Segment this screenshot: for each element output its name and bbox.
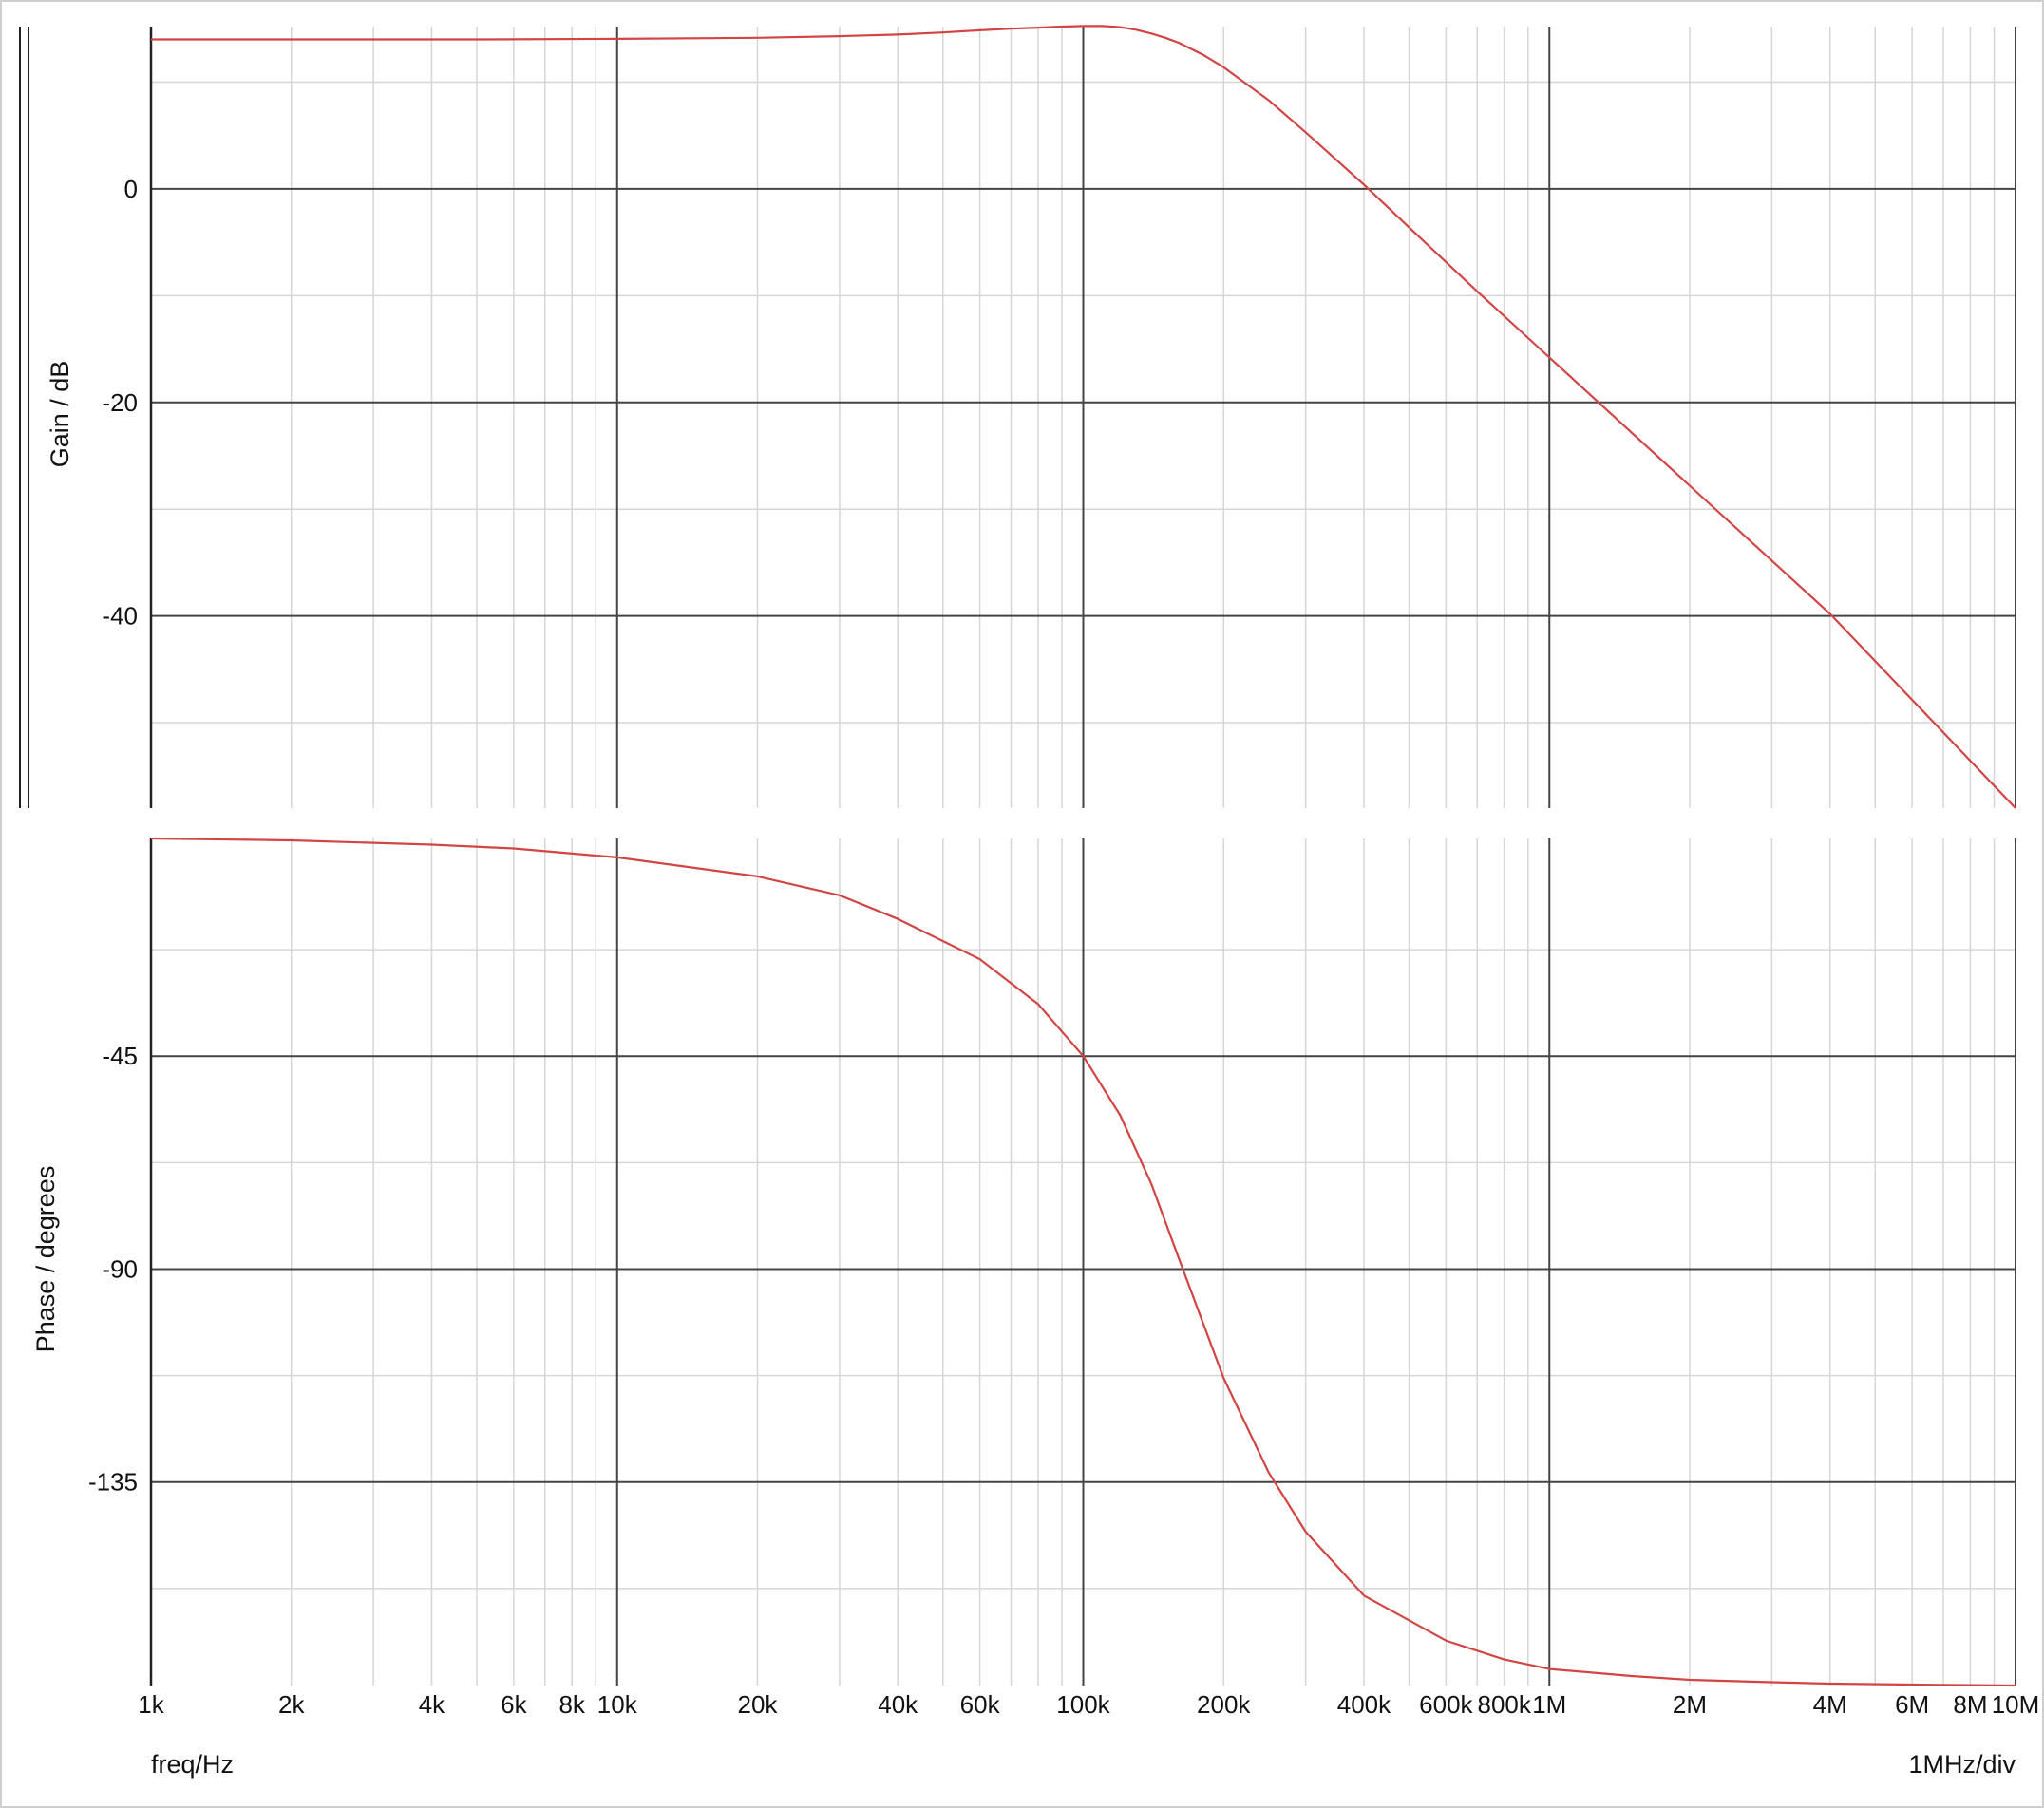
- x-tick-label: 60k: [960, 1690, 1001, 1719]
- gain-series: [151, 25, 2016, 809]
- phase-series-line: [150, 837, 2016, 1687]
- phase-panel: -45 -90 -135 Phase / degrees: [31, 837, 2016, 1687]
- y-tick-label: -40: [102, 602, 138, 631]
- x-tick-label: 800k: [1477, 1690, 1531, 1719]
- y-tick-label: -135: [88, 1468, 138, 1497]
- y-tick-label: 0: [124, 175, 138, 203]
- gain-series-line: [151, 25, 2016, 809]
- x-tick-label: 10M: [1992, 1690, 2040, 1719]
- x-tick-label: 4M: [1813, 1690, 1847, 1719]
- x-tick-label: 600k: [1419, 1690, 1473, 1719]
- x-tick-label: 40k: [878, 1690, 918, 1719]
- x-tick-label: 4k: [419, 1690, 445, 1719]
- gain-grid: [149, 27, 2016, 808]
- gain-panel: 0 -20 -40 Gain / dB: [46, 25, 2016, 809]
- x-tick-label: 1k: [138, 1690, 164, 1719]
- y-tick-label: -90: [102, 1254, 138, 1283]
- y-tick-label: -20: [102, 388, 138, 417]
- gain-y-ticks: 0 -20 -40: [102, 175, 138, 631]
- x-tick-label: 8k: [558, 1690, 585, 1719]
- x-tick-label: 20k: [738, 1690, 779, 1719]
- x-tick-label: 6M: [1895, 1690, 1929, 1719]
- gain-axis-title: Gain / dB: [46, 361, 74, 468]
- x-axis-title: freq/Hz: [151, 1750, 235, 1779]
- x-division-note: 1MHz/div: [1908, 1750, 2016, 1779]
- x-tick-label: 200k: [1197, 1690, 1251, 1719]
- x-tick-label: 400k: [1337, 1690, 1391, 1719]
- phase-grid: [149, 838, 2016, 1686]
- x-tick-label: 100k: [1056, 1690, 1110, 1719]
- x-tick-label: 6k: [501, 1690, 527, 1719]
- x-tick-label: 2M: [1673, 1690, 1707, 1719]
- phase-axis-title: Phase / degrees: [31, 1166, 60, 1353]
- x-tick-label: 1M: [1532, 1690, 1566, 1719]
- phase-series: [150, 837, 2016, 1687]
- phase-y-ticks: -45 -90 -135: [88, 1042, 138, 1496]
- x-tick-label: 8M: [1953, 1690, 1987, 1719]
- x-tick-label: 2k: [278, 1690, 305, 1719]
- x-tick-label: 10k: [597, 1690, 638, 1719]
- y-tick-label: -45: [102, 1042, 138, 1070]
- x-ticks: 1k 2k 4k 6k 8k 10k 20k 40k 60k 100k 200k 400k 600k 80…: [138, 1690, 2039, 1719]
